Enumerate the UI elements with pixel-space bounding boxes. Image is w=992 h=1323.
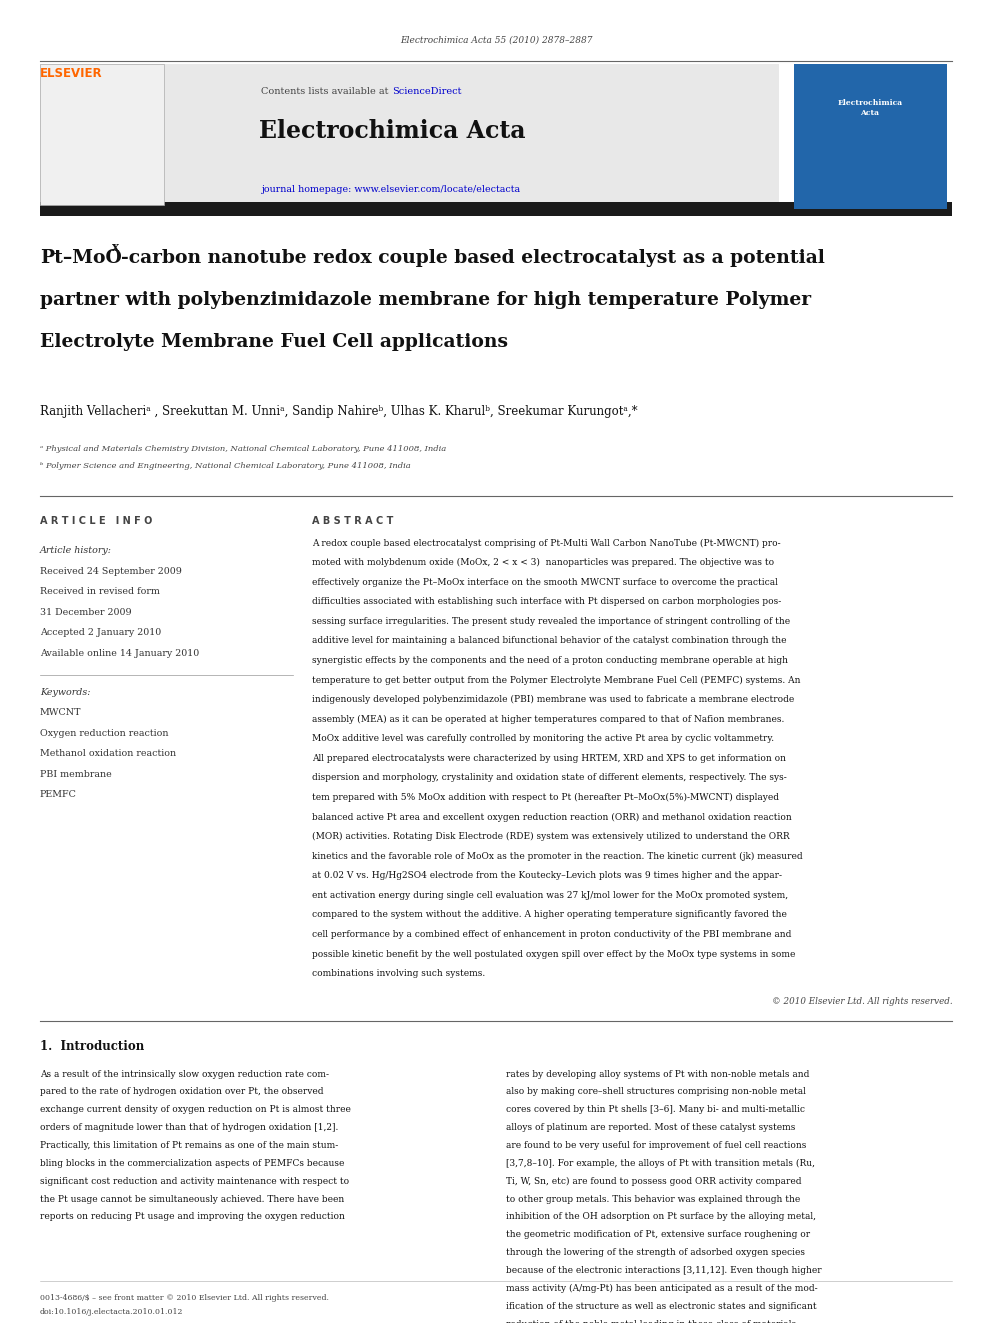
Text: ent activation energy during single cell evaluation was 27 kJ/mol lower for the : ent activation energy during single cell… [312,890,789,900]
Text: MWCNT: MWCNT [40,709,81,717]
Text: alloys of platinum are reported. Most of these catalyst systems: alloys of platinum are reported. Most of… [506,1123,796,1132]
Text: Oxygen reduction reaction: Oxygen reduction reaction [40,729,169,738]
Text: ᵇ Polymer Science and Engineering, National Chemical Laboratory, Pune 411008, In: ᵇ Polymer Science and Engineering, Natio… [40,462,411,470]
Text: x: x [112,241,119,254]
Text: Methanol oxidation reaction: Methanol oxidation reaction [40,749,176,758]
Text: assembly (MEA) as it can be operated at higher temperatures compared to that of : assembly (MEA) as it can be operated at … [312,714,785,724]
Text: PBI membrane: PBI membrane [40,770,111,779]
Text: through the lowering of the strength of adsorbed oxygen species: through the lowering of the strength of … [506,1248,805,1257]
FancyBboxPatch shape [40,64,779,205]
Text: MoOx additive level was carefully controlled by monitoring the active Pt area by: MoOx additive level was carefully contro… [312,734,775,744]
Text: 0013-4686/$ – see front matter © 2010 Elsevier Ltd. All rights reserved.: 0013-4686/$ – see front matter © 2010 El… [40,1294,328,1302]
Text: Pt–MoO: Pt–MoO [40,249,121,267]
Text: © 2010 Elsevier Ltd. All rights reserved.: © 2010 Elsevier Ltd. All rights reserved… [772,996,952,1005]
Text: sessing surface irregularities. The present study revealed the importance of str: sessing surface irregularities. The pres… [312,617,791,626]
Text: ᵃ Physical and Materials Chemistry Division, National Chemical Laboratory, Pune : ᵃ Physical and Materials Chemistry Divis… [40,445,446,452]
Text: synergistic effects by the components and the need of a proton conducting membra: synergistic effects by the components an… [312,656,789,665]
Text: -carbon nanotube redox couple based electrocatalyst as a potential: -carbon nanotube redox couple based elec… [121,249,825,267]
Text: Article history:: Article history: [40,546,112,556]
Text: PEMFC: PEMFC [40,791,76,799]
Text: possible kinetic benefit by the well postulated oxygen spill over effect by the : possible kinetic benefit by the well pos… [312,950,796,959]
Text: are found to be very useful for improvement of fuel cell reactions: are found to be very useful for improvem… [506,1140,806,1150]
Text: Available online 14 January 2010: Available online 14 January 2010 [40,648,199,658]
Text: orders of magnitude lower than that of hydrogen oxidation [1,2].: orders of magnitude lower than that of h… [40,1123,338,1132]
Text: at 0.02 V vs. Hg/Hg2SO4 electrode from the Koutecky–Levich plots was 9 times hig: at 0.02 V vs. Hg/Hg2SO4 electrode from t… [312,872,783,880]
Text: exchange current density of oxygen reduction on Pt is almost three: exchange current density of oxygen reduc… [40,1105,350,1114]
Text: dispersion and morphology, crystalinity and oxidation state of different element: dispersion and morphology, crystalinity … [312,774,788,782]
Text: Electrochimica Acta: Electrochimica Acta [259,119,525,143]
Text: indigenously developed polybenzimidazole (PBI) membrane was used to fabricate a : indigenously developed polybenzimidazole… [312,695,795,704]
Text: the geometric modification of Pt, extensive surface roughening or: the geometric modification of Pt, extens… [506,1230,810,1240]
Text: All prepared electrocatalysts were characterized by using HRTEM, XRD and XPS to : All prepared electrocatalysts were chara… [312,754,787,763]
Text: pared to the rate of hydrogen oxidation over Pt, the observed: pared to the rate of hydrogen oxidation … [40,1088,323,1097]
Text: ification of the structure as well as electronic states and significant: ification of the structure as well as el… [506,1302,816,1311]
Text: difficulties associated with establishing such interface with Pt dispersed on ca: difficulties associated with establishin… [312,597,782,606]
Text: 1.  Introduction: 1. Introduction [40,1040,144,1053]
Text: because of the electronic interactions [3,11,12]. Even though higher: because of the electronic interactions [… [506,1266,821,1275]
Text: additive level for maintaining a balanced bifunctional behavior of the catalyst : additive level for maintaining a balance… [312,636,787,646]
Text: to other group metals. This behavior was explained through the: to other group metals. This behavior was… [506,1195,801,1204]
Text: Electrochimica
Acta: Electrochimica Acta [837,99,903,116]
Text: As a result of the intrinsically slow oxygen reduction rate com-: As a result of the intrinsically slow ox… [40,1069,328,1078]
Text: partner with polybenzimidazole membrane for high temperature Polymer: partner with polybenzimidazole membrane … [40,291,810,310]
Text: 31 December 2009: 31 December 2009 [40,609,131,617]
Text: the Pt usage cannot be simultaneously achieved. There have been: the Pt usage cannot be simultaneously ac… [40,1195,344,1204]
Text: ScienceDirect: ScienceDirect [392,87,461,97]
Text: Received 24 September 2009: Received 24 September 2009 [40,566,182,576]
Text: (MOR) activities. Rotating Disk Electrode (RDE) system was extensively utilized : (MOR) activities. Rotating Disk Electrod… [312,832,790,841]
Text: rates by developing alloy systems of Pt with non-noble metals and: rates by developing alloy systems of Pt … [506,1069,809,1078]
Text: Ti, W, Sn, etc) are found to possess good ORR activity compared: Ti, W, Sn, etc) are found to possess goo… [506,1176,802,1185]
Text: A redox couple based electrocatalyst comprising of Pt-Multi Wall Carbon NanoTube: A redox couple based electrocatalyst com… [312,538,781,548]
Text: Practically, this limitation of Pt remains as one of the main stum-: Practically, this limitation of Pt remai… [40,1140,338,1150]
Text: [3,7,8–10]. For example, the alloys of Pt with transition metals (Ru,: [3,7,8–10]. For example, the alloys of P… [506,1159,814,1168]
Text: reduction of the noble metal loading in these class of materials,: reduction of the noble metal loading in … [506,1319,799,1323]
Text: Accepted 2 January 2010: Accepted 2 January 2010 [40,628,161,638]
Text: A B S T R A C T: A B S T R A C T [312,516,394,527]
FancyBboxPatch shape [794,64,947,209]
Text: Electrolyte Membrane Fuel Cell applications: Electrolyte Membrane Fuel Cell applicati… [40,333,508,352]
Text: Electrochimica Acta 55 (2010) 2878–2887: Electrochimica Acta 55 (2010) 2878–2887 [400,36,592,45]
FancyBboxPatch shape [40,64,164,205]
Text: temperature to get better output from the Polymer Electrolyte Membrane Fuel Cell: temperature to get better output from th… [312,676,801,684]
Text: kinetics and the favorable role of MoOx as the promoter in the reaction. The kin: kinetics and the favorable role of MoOx … [312,852,804,861]
Text: Contents lists available at: Contents lists available at [261,87,392,97]
Text: doi:10.1016/j.electacta.2010.01.012: doi:10.1016/j.electacta.2010.01.012 [40,1308,184,1316]
Text: significant cost reduction and activity maintenance with respect to: significant cost reduction and activity … [40,1176,349,1185]
Text: ELSEVIER: ELSEVIER [40,67,102,81]
Text: moted with molybdenum oxide (MoOx, 2 < x < 3)  nanoparticles was prepared. The o: moted with molybdenum oxide (MoOx, 2 < x… [312,558,775,568]
Text: cores covered by thin Pt shells [3–6]. Many bi- and multi-metallic: cores covered by thin Pt shells [3–6]. M… [506,1105,805,1114]
Text: journal homepage: www.elsevier.com/locate/electacta: journal homepage: www.elsevier.com/locat… [262,185,522,194]
Text: tem prepared with 5% MoOx addition with respect to Pt (hereafter Pt–MoOx(5%)-MWC: tem prepared with 5% MoOx addition with … [312,792,780,802]
Text: mass activity (A/mg-Pt) has been anticipated as a result of the mod-: mass activity (A/mg-Pt) has been anticip… [506,1283,817,1293]
Text: reports on reducing Pt usage and improving the oxygen reduction: reports on reducing Pt usage and improvi… [40,1212,344,1221]
Text: also by making core–shell structures comprising non-noble metal: also by making core–shell structures com… [506,1088,806,1097]
Text: compared to the system without the additive. A higher operating temperature sign: compared to the system without the addit… [312,910,788,919]
Text: balanced active Pt area and excellent oxygen reduction reaction (ORR) and methan: balanced active Pt area and excellent ox… [312,812,793,822]
Text: cell performance by a combined effect of enhancement in proton conductivity of t: cell performance by a combined effect of… [312,930,792,939]
Text: Received in revised form: Received in revised form [40,587,160,597]
Text: A R T I C L E   I N F O: A R T I C L E I N F O [40,516,152,527]
Text: bling blocks in the commercialization aspects of PEMFCs because: bling blocks in the commercialization as… [40,1159,344,1168]
FancyBboxPatch shape [40,202,952,216]
Text: Keywords:: Keywords: [40,688,90,697]
Text: Ranjith Vellacheriᵃ , Sreekuttan M. Unniᵃ, Sandip Nahireᵇ, Ulhas K. Kharulᵇ, Sre: Ranjith Vellacheriᵃ , Sreekuttan M. Unni… [40,405,637,418]
Text: inhibition of the OH adsorption on Pt surface by the alloying metal,: inhibition of the OH adsorption on Pt su… [506,1212,815,1221]
Text: effectively organize the Pt–MoOx interface on the smooth MWCNT surface to overco: effectively organize the Pt–MoOx interfa… [312,578,779,586]
Text: combinations involving such systems.: combinations involving such systems. [312,970,486,978]
